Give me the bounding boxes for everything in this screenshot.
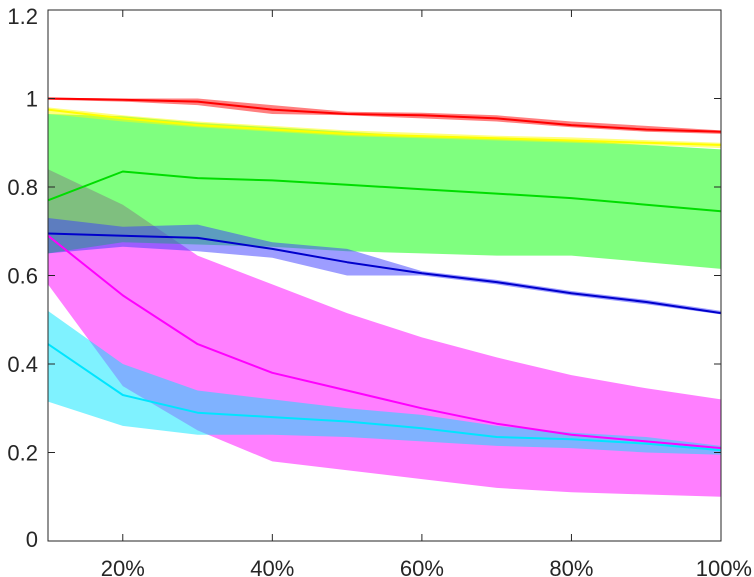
y-tick-label: 0.8 bbox=[7, 175, 38, 200]
band-series-6 bbox=[48, 97, 721, 134]
x-tick-label: 100% bbox=[696, 556, 752, 577]
series-lines bbox=[47, 97, 722, 452]
line-series-1 bbox=[47, 234, 722, 450]
line-series-2 bbox=[47, 343, 722, 452]
y-tick-label: 0 bbox=[26, 527, 38, 552]
y-tick-label: 0.4 bbox=[7, 352, 38, 377]
y-tick-labels: 0 0.2 0.4 0.6 0.8 1 1.2 bbox=[7, 4, 38, 552]
x-tick-label: 80% bbox=[549, 556, 593, 577]
x-tick-label: 40% bbox=[250, 556, 294, 577]
y-tick-label: 1 bbox=[26, 87, 38, 112]
line-series-6 bbox=[47, 97, 722, 133]
line-series-4 bbox=[47, 232, 722, 315]
line-series-3 bbox=[47, 170, 722, 213]
band-series-5 bbox=[48, 107, 721, 149]
line-series-5 bbox=[47, 108, 722, 146]
x-tick-labels: 20% 40% 60% 80% 100% bbox=[101, 556, 752, 577]
x-tick-label: 60% bbox=[400, 556, 444, 577]
y-tick-label: 0.2 bbox=[7, 441, 38, 466]
x-tick-label: 20% bbox=[101, 556, 145, 577]
y-tick-label: 0.6 bbox=[7, 264, 38, 289]
confidence-bands bbox=[48, 97, 721, 497]
y-tick-label: 1.2 bbox=[7, 4, 38, 29]
band-series-2 bbox=[48, 310, 721, 455]
axis-ticks bbox=[48, 9, 722, 542]
